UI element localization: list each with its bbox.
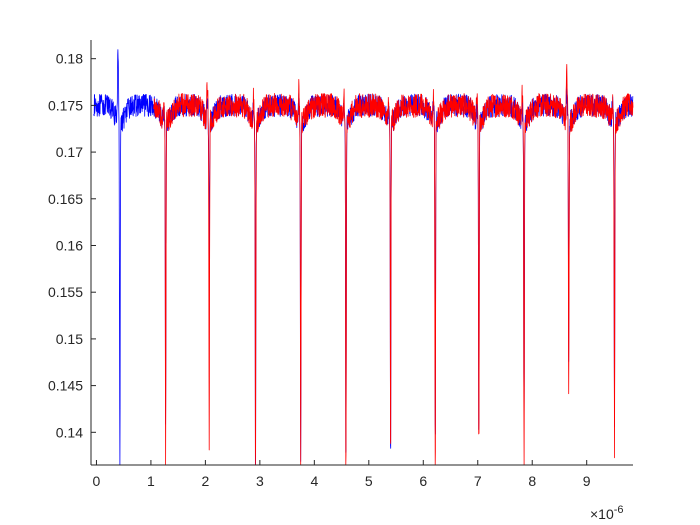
x-tick-label: 6 (419, 473, 427, 489)
y-tick-label: 0.155 (48, 284, 83, 300)
y-axis-ticks: 0.14 0.145 0.15 0.155 0.16 0.165 0.17 0.175 0.18 (48, 51, 96, 440)
x-tick-label: 2 (201, 473, 209, 489)
x-multiplier-base: ×10 (590, 506, 614, 522)
x-tick-label: 5 (365, 473, 373, 489)
x-axis-exponent-label: ×10-6 (590, 504, 624, 522)
y-tick-label: 0.145 (48, 378, 83, 394)
x-tick-label: 3 (256, 473, 264, 489)
y-tick-label: 0.15 (56, 331, 83, 347)
x-tick-label: 4 (310, 473, 318, 489)
x-multiplier-exponent: -6 (614, 504, 624, 516)
y-tick-label: 0.165 (48, 191, 83, 207)
plot-lines (93, 49, 634, 466)
y-tick-label: 0.18 (56, 51, 83, 67)
axes (90, 40, 633, 466)
x-tick-label: 1 (147, 473, 155, 489)
y-tick-label: 0.16 (56, 237, 83, 253)
x-tick-label: 9 (583, 473, 591, 489)
series-line-2 (153, 64, 634, 466)
x-tick-label: 8 (528, 473, 536, 489)
y-tick-label: 0.175 (48, 97, 83, 113)
y-tick-label: 0.17 (56, 144, 83, 160)
x-tick-label: 0 (93, 473, 101, 489)
y-tick-label: 0.14 (56, 424, 83, 440)
x-tick-label: 7 (474, 473, 482, 489)
x-axis-ticks: 0 1 2 3 4 5 6 7 8 9 (93, 460, 591, 489)
